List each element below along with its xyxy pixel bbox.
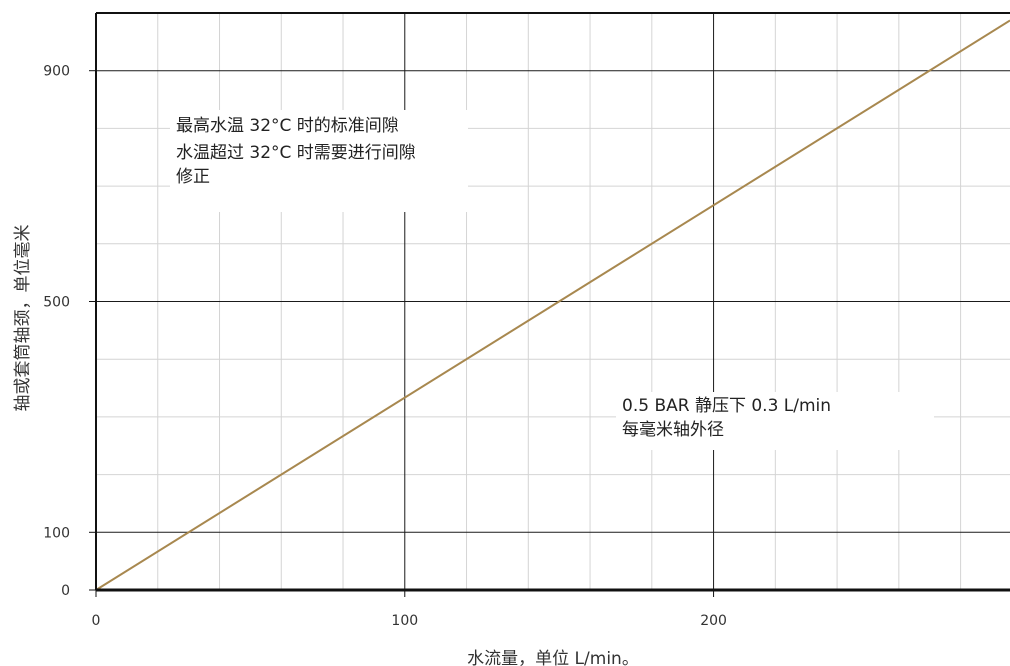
annotation-line: 每毫米轴外径	[622, 420, 724, 440]
x-axis-title: 水流量，单位 L/min。	[467, 649, 639, 666]
annotation-standard-clearance: 最高水温 32°C 时的标准间隙 水温超过 32°C 时需要进行间隙 修正	[170, 110, 468, 212]
data-series-line	[95, 19, 1010, 591]
annotation-line: 最高水温 32°C 时的标准间隙	[176, 116, 399, 136]
x-tick-label: 100	[391, 613, 418, 629]
x-tick-label: 200	[700, 613, 727, 629]
series-layer	[95, 19, 1010, 591]
annotation-line: 0.5 BAR 静压下 0.3 L/min	[622, 396, 832, 416]
major-grid	[96, 13, 1010, 590]
x-tick-label: 0	[92, 613, 101, 629]
y-axis-title: 轴或套筒轴颈，单位毫米	[13, 225, 33, 412]
tick-labels: 0 100 200 0 100 500 900	[43, 64, 727, 629]
y-tick-label: 100	[43, 525, 70, 541]
annotation-flow-rate: 0.5 BAR 静压下 0.3 L/min 每毫米轴外径	[616, 392, 934, 450]
annotation-line: 修正	[176, 167, 210, 187]
y-tick-label: 0	[61, 583, 70, 599]
y-tick-label: 500	[43, 295, 70, 311]
y-tick-label: 900	[43, 64, 70, 80]
annotation-line: 水温超过 32°C 时需要进行间隙	[176, 143, 416, 163]
